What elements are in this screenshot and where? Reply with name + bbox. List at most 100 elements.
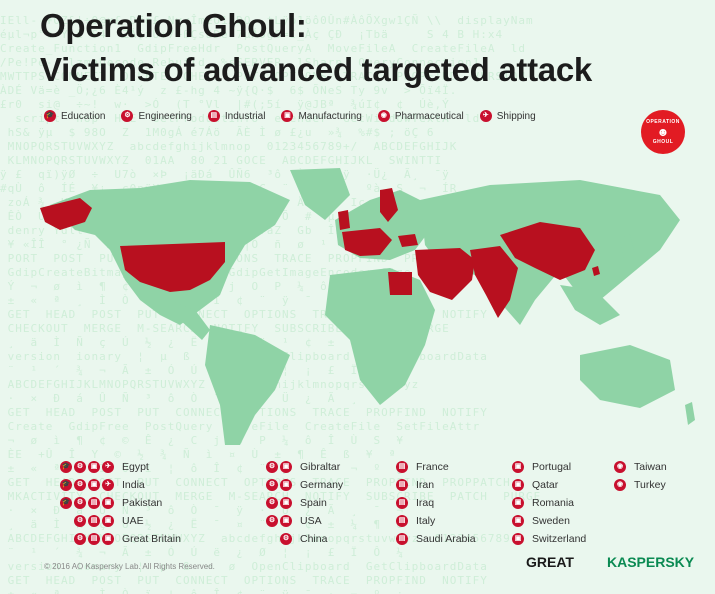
legend-country: Turkey (634, 479, 666, 491)
legend-row-uae: ⚙ ▤ ▣ UAE (60, 512, 181, 530)
legend-row-sweden: ▣ Sweden (512, 512, 586, 530)
legend-country: Great Britain (122, 533, 181, 545)
industrial-icon: ▤ (88, 533, 100, 545)
pharmaceutical-icon: ◉ (377, 110, 390, 122)
education-icon: 🎓 (60, 479, 72, 491)
taiwan-affected (592, 266, 600, 276)
shipping-icon: ✈ (479, 110, 492, 122)
engineering-icon: ⚙ (74, 461, 86, 473)
legend-country: Italy (416, 515, 436, 527)
legend-country: USA (300, 515, 322, 527)
industry-industrial: ▤ Industrial (207, 110, 265, 122)
legend-row-turkey: ◉ Turkey (614, 476, 667, 494)
pharmaceutical-icon: ◉ (614, 461, 626, 473)
sweden-affected (380, 188, 398, 222)
engineering-icon: ⚙ (266, 461, 278, 473)
western-europe-affected (342, 228, 392, 256)
industry-engineering: ⚙ Engineering (121, 110, 192, 122)
legend-row-pakistan: 🎓 ⚙ ▤ ▣ Pakistan (60, 494, 181, 512)
africa-landmass (325, 268, 435, 405)
legend-row-gibraltar: ⚙ ▣ Gibraltar (266, 458, 343, 476)
legend-country: Iraq (416, 497, 435, 509)
romania-affected (398, 234, 418, 247)
industry-label: Manufacturing (298, 110, 362, 122)
engineering-icon: ⚙ (74, 497, 86, 509)
manufacturing-icon: ▣ (280, 479, 292, 491)
legend-country: India (122, 479, 145, 491)
usa-affected (120, 242, 225, 292)
manufacturing-icon: ▣ (280, 515, 292, 527)
industrial-icon: ▤ (396, 461, 408, 473)
south-america-landmass (205, 325, 290, 445)
badge-bottom-text: GHOUL (652, 139, 674, 145)
industry-manufacturing: ▣ Manufacturing (281, 110, 362, 122)
engineering-icon: ⚙ (74, 515, 86, 527)
industry-label: Engineering (138, 110, 192, 122)
manufacturing-icon: ▣ (512, 533, 524, 545)
engineering-icon: ⚙ (266, 479, 278, 491)
legend-row-switzerland: ▣ Switzerland (512, 530, 586, 548)
manufacturing-icon: ▣ (512, 479, 524, 491)
greenland-landmass (290, 168, 350, 220)
engineering-icon: ⚙ (280, 533, 292, 545)
industrial-icon: ▤ (396, 533, 408, 545)
middle-east-affected (415, 248, 475, 300)
badge-top-text: OPERATION (646, 119, 680, 125)
legend-country: Switzerland (532, 533, 587, 545)
legend-row-egypt: 🎓 ⚙ ▣ ✈ Egypt (60, 458, 181, 476)
industrial-icon: ▤ (396, 497, 408, 509)
legend-country: Gibraltar (300, 461, 341, 473)
legend-country: Egypt (122, 461, 149, 473)
manufacturing-icon: ▣ (280, 461, 292, 473)
manufacturing-icon: ▣ (102, 515, 114, 527)
legend-country: China (300, 533, 328, 545)
legend-row-iran: ▤ Iran (396, 476, 476, 494)
legend-row-france: ▤ France (396, 458, 476, 476)
copyright-text: © 2016 AO Kaspersky Lab. All Rights Rese… (44, 562, 215, 571)
china-affected (500, 222, 595, 280)
education-icon: 🎓 (60, 497, 72, 509)
education-icon: 🎓 (60, 461, 72, 473)
industry-pharmaceutical: ◉ Pharmaceutical (377, 110, 464, 122)
legend-country: UAE (122, 515, 144, 527)
legend-row-taiwan: ◉ Taiwan (614, 458, 667, 476)
legend-column-2: ⚙ ▣ Gibraltar ⚙ ▣ Germany ⚙ ▣ Spain ⚙ ▣ … (266, 458, 343, 548)
manufacturing-icon: ▣ (88, 461, 100, 473)
legend-country: Romania (532, 497, 575, 509)
title-line-2: Victims of advanced targeted attack (40, 51, 592, 88)
manufacturing-icon: ▣ (280, 497, 292, 509)
manufacturing-icon: ▣ (512, 461, 524, 473)
engineering-icon: ⚙ (121, 110, 134, 122)
manufacturing-icon: ▣ (102, 533, 114, 545)
education-icon: 🎓 (44, 110, 56, 122)
engineering-icon: ⚙ (74, 479, 86, 491)
kaspersky-logo: KASPERSKY (607, 554, 695, 570)
industry-label: Pharmaceutical (394, 110, 464, 122)
legend-row-usa: ⚙ ▣ USA (266, 512, 343, 530)
central-america-landmass (170, 300, 210, 340)
manufacturing-icon: ▣ (512, 515, 524, 527)
industrial-icon: ▤ (396, 479, 408, 491)
page-title: Operation Ghoul: Victims of advanced tar… (40, 4, 592, 92)
legend-country: France (416, 461, 449, 473)
legend-column-1: 🎓 ⚙ ▣ ✈ Egypt 🎓 ⚙ ▣ ✈ India 🎓 ⚙ ▤ ▣ Paki… (60, 458, 181, 548)
manufacturing-icon: ▣ (281, 110, 294, 122)
south-asia-affected (470, 246, 518, 318)
legend-country: Spain (300, 497, 327, 509)
manufacturing-icon: ▣ (88, 479, 100, 491)
industrial-icon: ▤ (207, 110, 220, 122)
legend-row-china: ⚙ China (266, 530, 343, 548)
shipping-icon: ✈ (102, 461, 114, 473)
new-zealand-landmass (685, 402, 695, 425)
industry-label: Education (61, 110, 106, 122)
legend-country: Taiwan (634, 461, 667, 473)
legend-row-qatar: ▣ Qatar (512, 476, 586, 494)
legend-row-germany: ⚙ ▣ Germany (266, 476, 343, 494)
japan-landmass (620, 234, 634, 258)
legend-row-iraq: ▤ Iraq (396, 494, 476, 512)
operation-ghoul-badge: OPERATION ☻ GHOUL (641, 110, 685, 154)
manufacturing-icon: ▣ (512, 497, 524, 509)
great-logo: GREAT (526, 554, 574, 570)
legend-column-3: ▤ France ▤ Iran ▤ Iraq ▤ Italy ▤ Saudi A… (396, 458, 476, 548)
legend-row-spain: ⚙ ▣ Spain (266, 494, 343, 512)
